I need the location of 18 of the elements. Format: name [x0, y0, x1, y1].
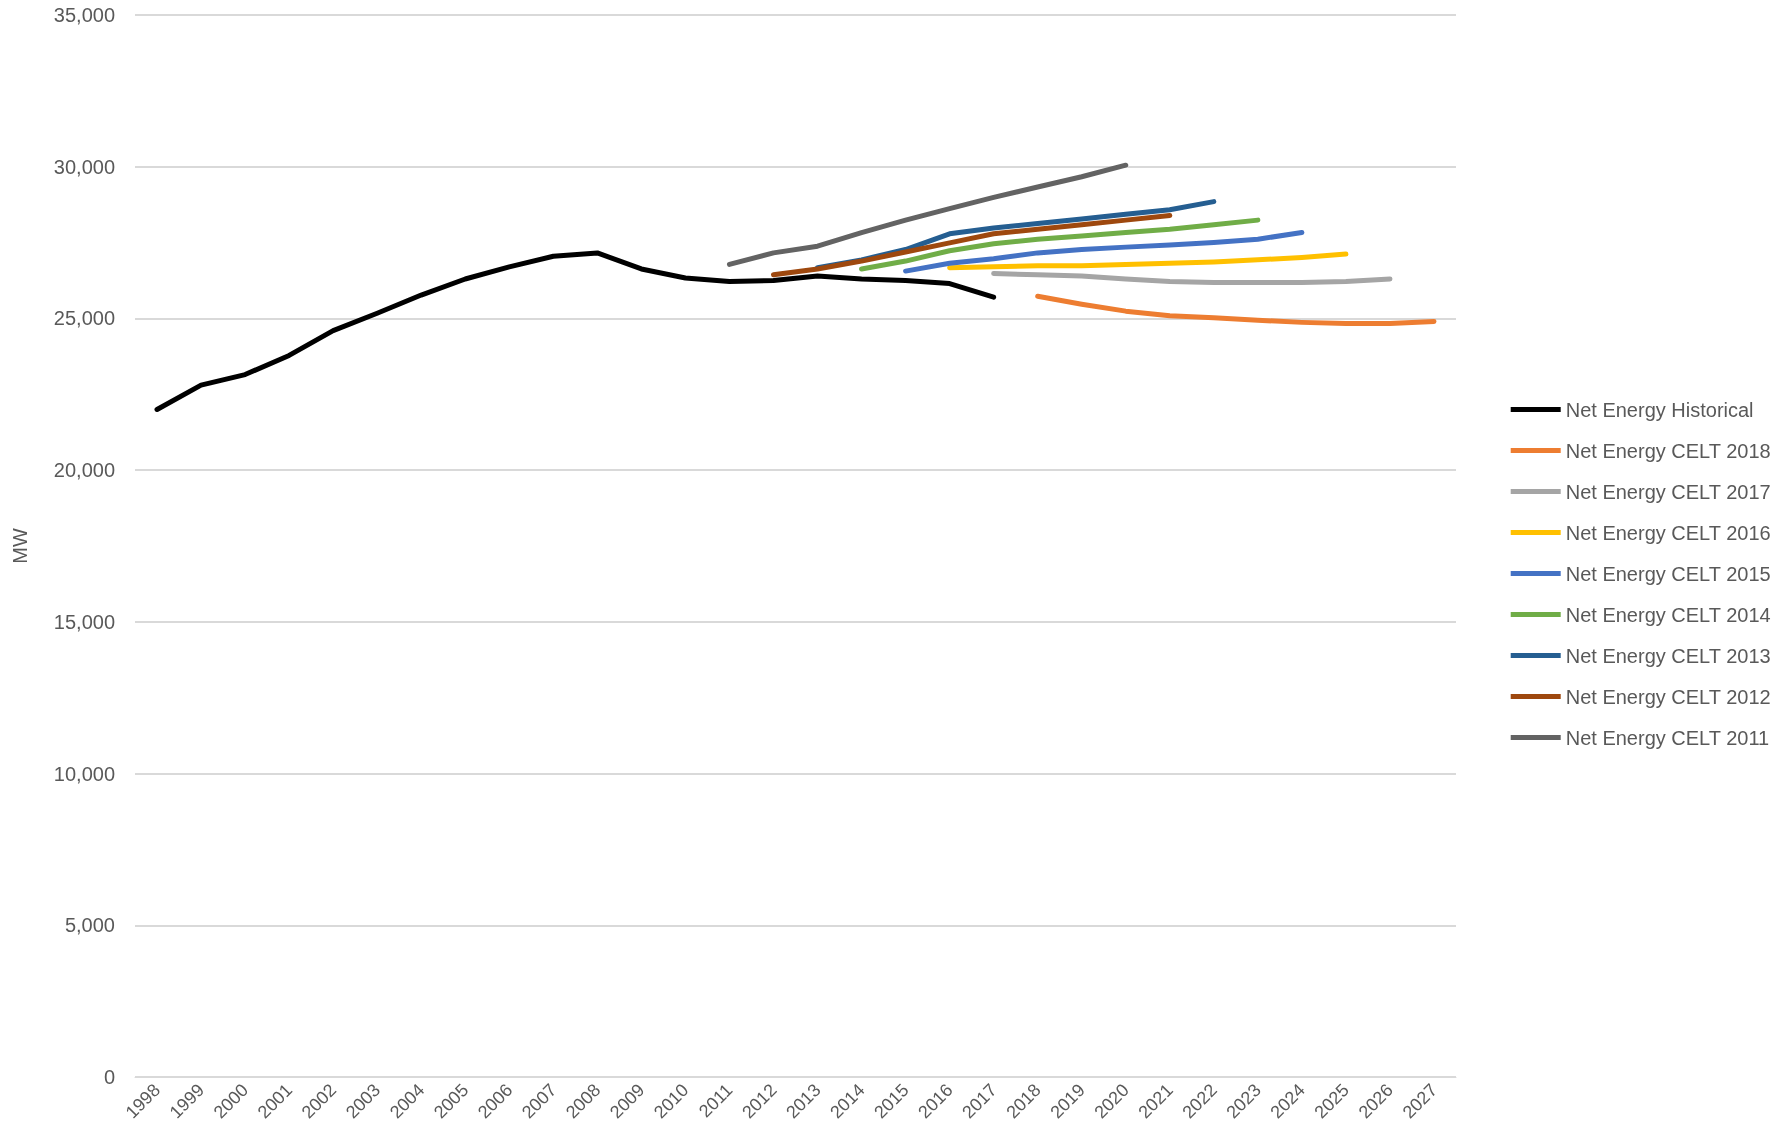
- legend-label: Net Energy CELT 2012: [1565, 685, 1771, 708]
- y-axis-title: MW: [9, 528, 31, 564]
- y-tick-label: 20,000: [53, 459, 115, 482]
- y-tick-label: 35,000: [53, 4, 115, 26]
- legend-label: Net Energy CELT 2014: [1565, 603, 1771, 626]
- legend-label: Net Energy CELT 2018: [1565, 439, 1771, 462]
- legend-label: Net Energy CELT 2013: [1565, 644, 1771, 667]
- y-tick-label: 0: [103, 1066, 115, 1088]
- legend-label: Net Energy CELT 2016: [1565, 521, 1771, 544]
- y-tick-label: 25,000: [53, 307, 115, 330]
- legend-label: Net Energy CELT 2011: [1565, 726, 1770, 749]
- y-tick-label: 5,000: [64, 914, 115, 937]
- y-tick-label: 10,000: [53, 762, 115, 785]
- y-tick-label: 15,000: [53, 610, 115, 633]
- legend-label: Net Energy CELT 2015: [1565, 562, 1771, 585]
- y-tick-label: 30,000: [53, 155, 115, 178]
- legend-label: Net Energy CELT 2017: [1565, 480, 1771, 503]
- legend-label: Net Energy Historical: [1565, 398, 1754, 421]
